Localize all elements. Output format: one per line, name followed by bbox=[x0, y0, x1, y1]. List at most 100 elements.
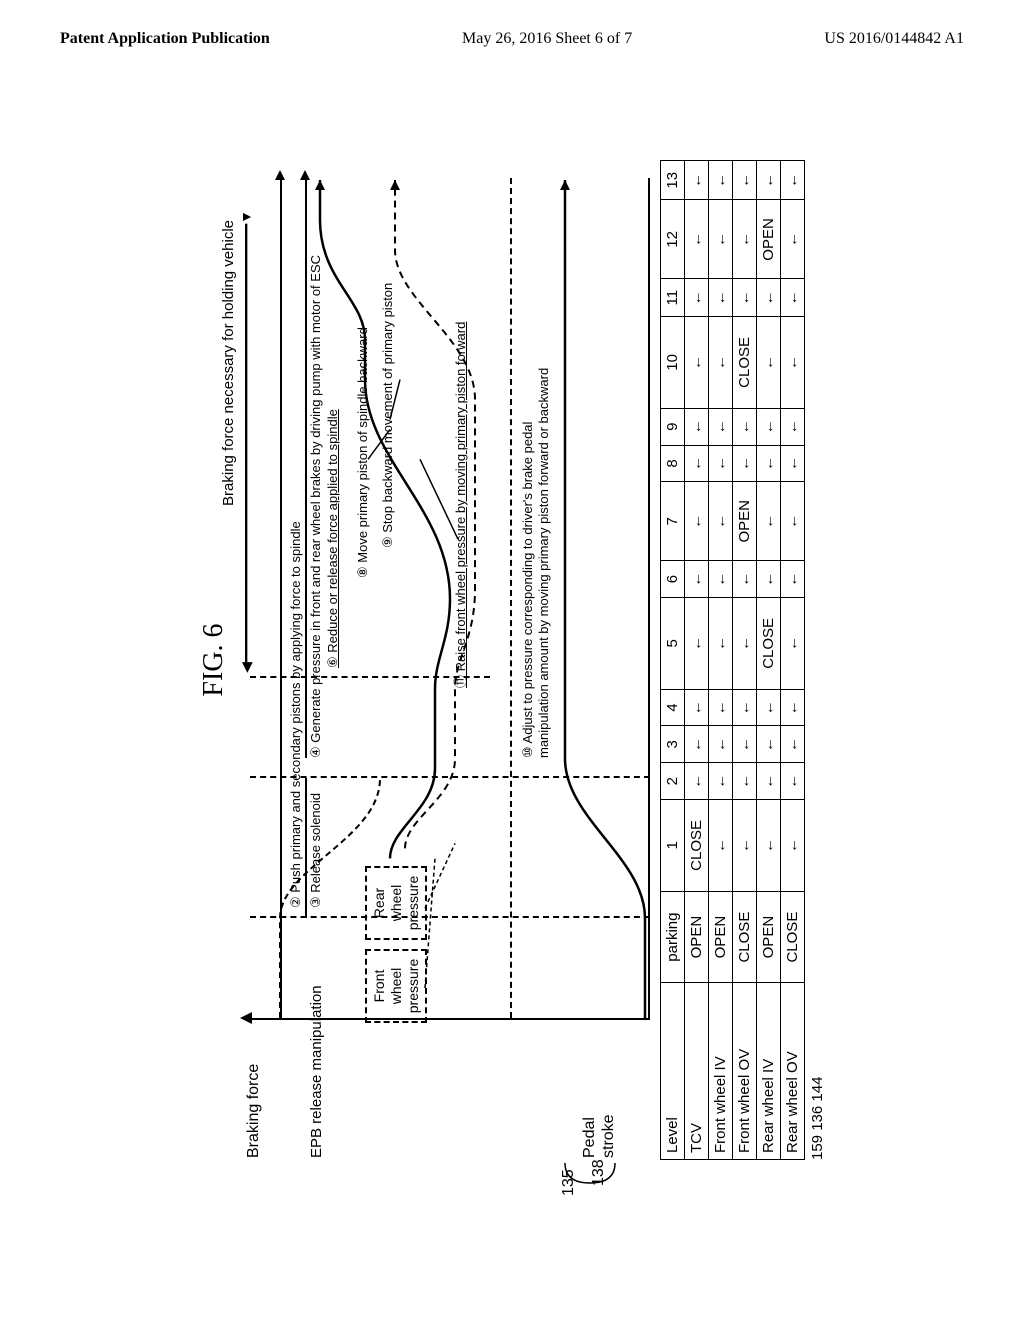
table-header-row: Levelparking12345678910111213 bbox=[661, 161, 685, 1160]
header-right: US 2016/0144842 A1 bbox=[824, 30, 964, 48]
ref-bracket bbox=[550, 1153, 630, 1193]
table-cell: ← bbox=[685, 317, 709, 409]
table-cell: ← bbox=[757, 279, 781, 317]
pedal-svg bbox=[250, 180, 650, 1018]
table-cell: ← bbox=[733, 800, 757, 892]
table-cell: ← bbox=[685, 279, 709, 317]
table-header-cell: parking bbox=[661, 891, 685, 983]
table-cell: ← bbox=[709, 598, 733, 690]
table-cell: CLOSE bbox=[733, 317, 757, 409]
table-cell: ← bbox=[757, 763, 781, 800]
table-header-cell: 8 bbox=[661, 445, 685, 482]
valve-table-wrap: Levelparking12345678910111213 TCVOPENCLO… bbox=[660, 160, 826, 1160]
table-cell: ← bbox=[685, 598, 709, 690]
table-header-cell: 2 bbox=[661, 763, 685, 800]
table-header-cell: 10 bbox=[661, 317, 685, 409]
header-left: Patent Application Publication bbox=[60, 30, 270, 48]
table-header-cell: 11 bbox=[661, 279, 685, 317]
table-cell: CLOSE bbox=[733, 891, 757, 983]
chart-area: Braking force Braking force necessary fo… bbox=[250, 180, 650, 1020]
table-row: TCVOPENCLOSE←←←←←←←←←←←← bbox=[685, 161, 709, 1160]
table-cell: OPEN bbox=[685, 891, 709, 983]
table-cell: ← bbox=[685, 763, 709, 800]
pedal-curve bbox=[565, 180, 645, 1018]
table-cell: ← bbox=[781, 482, 805, 561]
table-cell: ← bbox=[685, 200, 709, 279]
table-cell: ← bbox=[733, 445, 757, 482]
table-cell: ← bbox=[709, 279, 733, 317]
holding-line-arrow bbox=[275, 170, 285, 180]
table-cell: ← bbox=[757, 561, 781, 598]
table-header-cell: 1 bbox=[661, 800, 685, 892]
table-cell: ← bbox=[733, 763, 757, 800]
table-cell: ← bbox=[781, 726, 805, 763]
table-cell: ← bbox=[709, 561, 733, 598]
table-cell: ← bbox=[709, 482, 733, 561]
table-cell: ← bbox=[709, 445, 733, 482]
table-cell: ← bbox=[709, 408, 733, 445]
table-header-cell: 4 bbox=[661, 689, 685, 726]
table-cell: OPEN bbox=[757, 891, 781, 983]
table-row: Rear wheel OVCLOSE←←←←←←←←←←←←← bbox=[781, 161, 805, 1160]
table-cell: ← bbox=[709, 161, 733, 200]
table-cell: ← bbox=[685, 689, 709, 726]
table-cell: CLOSE bbox=[685, 800, 709, 892]
pedal-label: Pedal stroke bbox=[580, 1114, 618, 1158]
table-header-cell: Level bbox=[661, 983, 685, 1160]
table-cell: ← bbox=[733, 279, 757, 317]
table-body: TCVOPENCLOSE←←←←←←←←←←←←Front wheel IVOP… bbox=[685, 161, 805, 1160]
table-cell: ← bbox=[781, 598, 805, 690]
table-cell: ← bbox=[757, 689, 781, 726]
table-cell: ← bbox=[685, 726, 709, 763]
ref-row-bottom: 159 136 144 bbox=[809, 160, 826, 1160]
table-cell: OPEN bbox=[757, 200, 781, 279]
table-cell: ← bbox=[781, 317, 805, 409]
figure-wrapper: FIG. 6 Braking force Braking force neces… bbox=[198, 160, 826, 1160]
table-header-cell: 5 bbox=[661, 598, 685, 690]
table-row: Rear wheel IVOPEN←←←←CLOSE←←←←←←OPEN← bbox=[757, 161, 781, 1160]
table-cell: ← bbox=[781, 689, 805, 726]
table-header-cell: 12 bbox=[661, 200, 685, 279]
table-cell: ← bbox=[709, 200, 733, 279]
header-center: May 26, 2016 Sheet 6 of 7 bbox=[462, 30, 632, 48]
table-cell: ← bbox=[781, 800, 805, 892]
table-row: Front wheel OVCLOSE←←←←←←OPEN←←CLOSE←←← bbox=[733, 161, 757, 1160]
table-header-cell: 13 bbox=[661, 161, 685, 200]
table-cell: ← bbox=[781, 200, 805, 279]
table-cell: TCV bbox=[685, 983, 709, 1160]
table-header-cell: 9 bbox=[661, 408, 685, 445]
table-cell: Rear wheel IV bbox=[757, 983, 781, 1160]
table-cell: ← bbox=[757, 317, 781, 409]
table-cell: ← bbox=[709, 726, 733, 763]
table-cell: ← bbox=[709, 317, 733, 409]
table-cell: ← bbox=[709, 689, 733, 726]
table-cell: ← bbox=[757, 161, 781, 200]
epb-line-arrow bbox=[300, 170, 310, 180]
valve-table: Levelparking12345678910111213 TCVOPENCLO… bbox=[660, 160, 805, 1160]
table-cell: ← bbox=[781, 161, 805, 200]
table-cell: ← bbox=[781, 763, 805, 800]
table-cell: ← bbox=[781, 445, 805, 482]
table-cell: ← bbox=[709, 800, 733, 892]
table-cell: CLOSE bbox=[781, 891, 805, 983]
table-cell: ← bbox=[757, 408, 781, 445]
table-cell: ← bbox=[733, 200, 757, 279]
table-cell: ← bbox=[685, 445, 709, 482]
table-cell: ← bbox=[685, 161, 709, 200]
table-header-cell: 3 bbox=[661, 726, 685, 763]
table-cell: ← bbox=[781, 279, 805, 317]
table-cell: ← bbox=[685, 482, 709, 561]
table-cell: Front wheel OV bbox=[733, 983, 757, 1160]
table-cell: ← bbox=[733, 689, 757, 726]
pedal-arrow bbox=[560, 180, 570, 190]
table-header-cell: 7 bbox=[661, 482, 685, 561]
table-cell: ← bbox=[733, 561, 757, 598]
table-cell: ← bbox=[733, 161, 757, 200]
table-row: Front wheel IVOPEN←←←←←←←←←←←←← bbox=[709, 161, 733, 1160]
table-cell: OPEN bbox=[709, 891, 733, 983]
table-cell: ← bbox=[733, 598, 757, 690]
table-cell: ← bbox=[685, 561, 709, 598]
table-cell: ← bbox=[685, 408, 709, 445]
table-cell: ← bbox=[757, 482, 781, 561]
table-cell: ← bbox=[757, 445, 781, 482]
